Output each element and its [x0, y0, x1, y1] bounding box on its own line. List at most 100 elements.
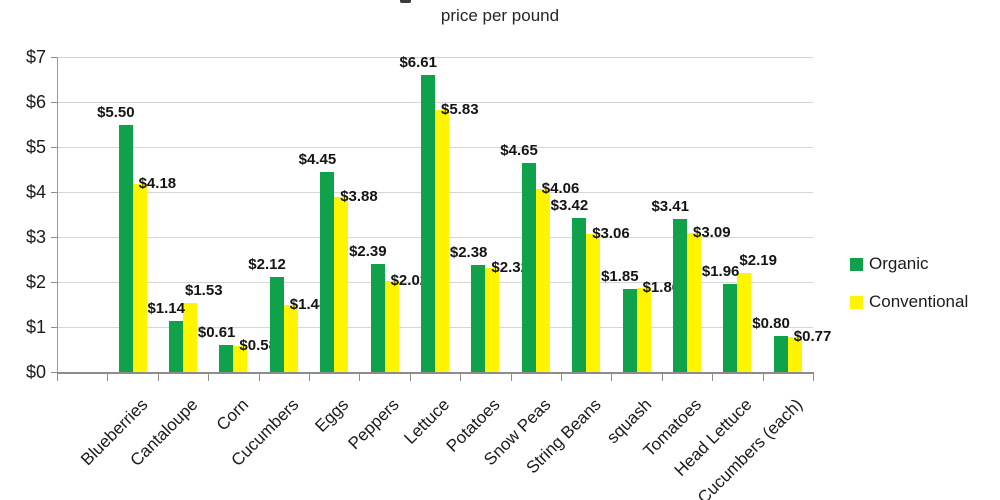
bar-value-organic: $6.61 [399, 53, 437, 71]
y-axis-tick-label: $4 [25, 182, 46, 202]
legend-swatch-organic [850, 257, 863, 271]
y-axis-tick [51, 237, 57, 238]
y-axis-tick [51, 147, 57, 148]
bar-value-organic: $1.96 [701, 262, 740, 280]
y-axis-tick-label: $2 [25, 272, 46, 292]
y-axis-tick [51, 282, 57, 283]
bar-value-conventional: $1.86 [642, 279, 681, 297]
bar-value-conventional: $2.32 [491, 258, 529, 276]
bar-value-organic: $2.39 [349, 243, 387, 261]
legend-item-organic: Organic [850, 254, 968, 274]
chart-subtitle: price per pound [440, 6, 560, 25]
x-axis-tick [661, 374, 663, 381]
bar-value-organic: $2.38 [449, 243, 488, 261]
bar-organic [723, 283, 738, 372]
bar-organic [269, 276, 284, 372]
gridline [57, 102, 813, 103]
y-axis-tick-label: $6 [25, 92, 46, 112]
bar-value-conventional: $4.06 [541, 180, 580, 198]
bar-conventional [283, 305, 298, 372]
bar-value-conventional: $2.02 [390, 272, 429, 290]
bar-value-conventional: $4.18 [138, 174, 177, 192]
bar-organic [572, 218, 587, 372]
bar-conventional [435, 109, 449, 372]
legend-label-conventional: Conventional [869, 292, 969, 311]
x-axis-category-label: Eggs [311, 395, 353, 436]
bar-conventional [132, 183, 147, 372]
bar-organic [320, 171, 335, 372]
y-axis-tick [51, 192, 57, 193]
gridline [57, 57, 813, 58]
legend-item-conventional: Conventional [850, 292, 968, 312]
legend: Organic Conventional [850, 254, 968, 330]
y-axis-tick-label: $7 [25, 47, 46, 67]
bar-conventional [485, 267, 500, 372]
y-axis-tick [51, 327, 57, 328]
bar-organic [673, 218, 687, 372]
x-axis-tick [762, 374, 764, 381]
x-axis-tick [611, 374, 613, 381]
y-axis-tick-label: $5 [25, 137, 46, 157]
y-axis-line [57, 57, 58, 372]
bar-organic [421, 74, 435, 372]
legend-label-organic: Organic [869, 254, 929, 273]
x-axis-category-label: Peppers [344, 395, 404, 454]
bar-conventional [586, 234, 601, 372]
bar-conventional [334, 197, 349, 372]
y-axis-tick [51, 102, 57, 103]
bar-value-organic: $0.80 [752, 315, 790, 332]
y-axis-tick [51, 57, 57, 58]
x-axis-tick [712, 374, 714, 381]
bar-value-conventional: $3.06 [592, 225, 630, 243]
bar-value-organic: $1.14 [147, 299, 185, 317]
x-axis-tick [258, 374, 260, 381]
x-axis-tick [510, 374, 512, 381]
bar-organic [118, 124, 133, 372]
bar-organic [622, 288, 637, 372]
bar-conventional [636, 288, 651, 372]
bar-value-organic: $4.65 [500, 141, 538, 159]
bar-organic [169, 320, 183, 372]
bar-organic [370, 264, 385, 372]
bar-conventional [233, 345, 248, 372]
bar-value-organic: $4.45 [298, 150, 337, 168]
x-axis-tick [107, 374, 109, 381]
bar-value-conventional: $1.53 [185, 282, 223, 300]
bar-organic [773, 336, 788, 372]
bar-value-conventional: $2.19 [739, 252, 777, 270]
x-axis-line [57, 372, 814, 374]
x-axis-tick [57, 374, 58, 381]
bar-organic [471, 264, 486, 372]
bar-value-organic: $1.85 [601, 267, 639, 285]
x-axis-tick [409, 374, 411, 381]
bar-conventional [737, 273, 752, 372]
bar-organic [219, 344, 234, 372]
bar-conventional [787, 337, 802, 372]
bar-value-conventional: $5.83 [441, 100, 479, 118]
bar-value-conventional: $3.88 [340, 188, 378, 206]
x-axis-tick [208, 374, 210, 381]
x-axis-category-label: Corn [212, 395, 252, 435]
bar-value-conventional: $3.09 [693, 223, 731, 241]
bar-value-conventional: $1.48 [289, 296, 328, 314]
x-axis-tick [813, 374, 814, 381]
bar-conventional [384, 281, 399, 372]
bar-conventional [687, 232, 701, 372]
bar-value-organic: $5.50 [97, 103, 135, 121]
y-axis-tick [51, 372, 57, 373]
bar-value-organic: $3.41 [651, 197, 689, 215]
x-axis-tick [157, 374, 159, 381]
y-axis-tick-label: $3 [25, 227, 46, 247]
bar-organic [521, 162, 536, 372]
cropped-title-fragment [400, 0, 411, 3]
bar-value-organic: $2.12 [248, 255, 286, 273]
x-axis-tick [460, 374, 462, 381]
x-axis-tick [359, 374, 361, 381]
x-axis-tick [309, 374, 310, 381]
bar-conventional [535, 189, 550, 372]
y-axis-tick-label: $1 [25, 317, 46, 337]
legend-swatch-conventional [850, 295, 863, 309]
bar-value-organic: $0.61 [197, 323, 236, 341]
x-axis-tick [561, 374, 562, 381]
